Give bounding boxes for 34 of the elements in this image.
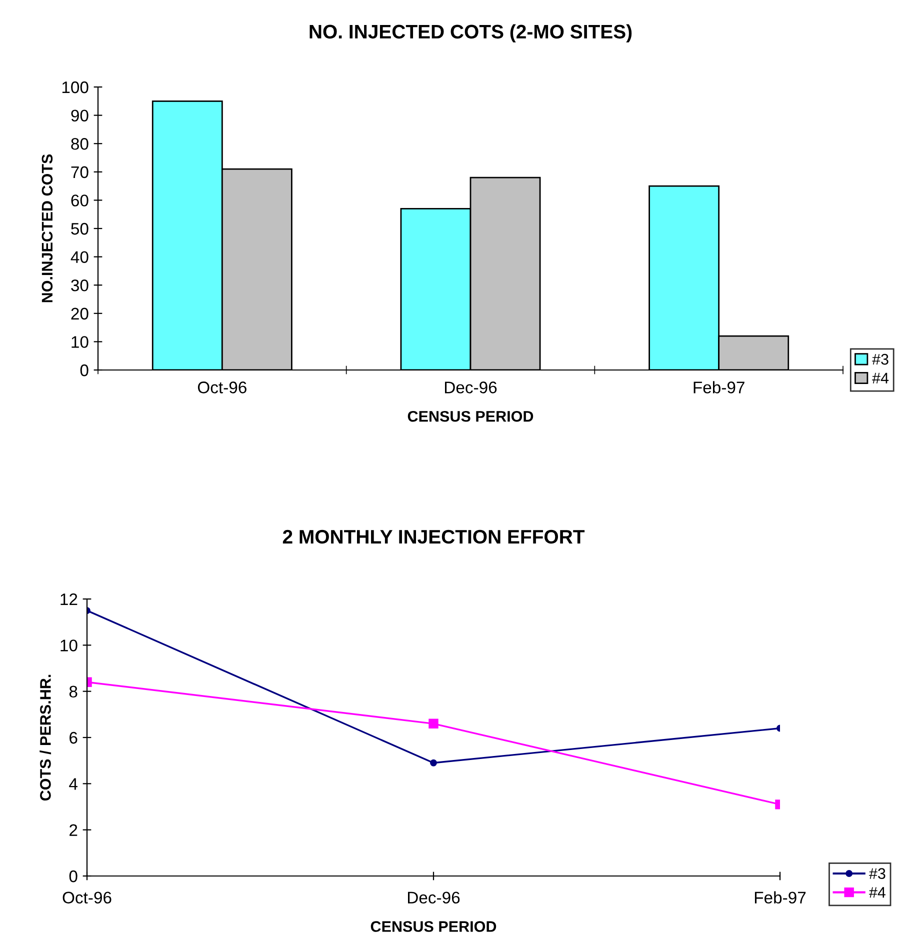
x-tick-label: Oct-96 [62, 892, 112, 904]
legend-label: #3 [869, 868, 886, 879]
y-tick-label: 90 [71, 110, 88, 122]
chart-title: 2 MONTHLY INJECTION EFFORT [282, 530, 585, 544]
y-tick-label: 80 [71, 138, 88, 150]
y-axis-title: COTS / PERS.HR. [40, 674, 52, 801]
y-tick-label: 100 [62, 81, 88, 94]
legend-label: #3 [872, 354, 888, 365]
x-axis-title: CENSUS PERIOD [370, 921, 496, 932]
x-tick-label: Feb-97 [754, 891, 806, 904]
legend-label: #4 [869, 887, 886, 898]
y-tick-label: 0 [80, 364, 88, 376]
y-tick-label: 60 [71, 194, 88, 206]
y-tick-label: 70 [71, 166, 88, 178]
legend-label: #4 [872, 372, 889, 384]
x-tick-label: Dec-96 [445, 382, 497, 394]
y-tick-label: 10 [60, 640, 78, 652]
y-tick-label: 10 [72, 336, 88, 348]
y-tick-label: 20 [71, 308, 88, 320]
y-tick-label: 50 [71, 222, 88, 235]
y-axis-title: NO.INJECTED COTS [42, 154, 53, 302]
y-tick-label: 6 [70, 732, 78, 744]
y-tick-label: 40 [70, 251, 88, 264]
y-tick-label: 0 [69, 870, 78, 882]
chart-title: NO. INJECTED COTS (2-MO SITES) [310, 24, 632, 42]
x-tick-label: Feb-97 [694, 381, 744, 394]
y-tick-label: 4 [69, 778, 78, 790]
y-tick-label: 8 [69, 686, 78, 698]
x-tick-label: Dec-96 [408, 892, 460, 904]
y-tick-label: 2 [70, 824, 78, 836]
y-tick-label: 12 [60, 593, 78, 606]
x-axis-title: CENSUS PERIOD [408, 410, 534, 422]
y-tick-label: 30 [71, 280, 88, 292]
x-tick-label: Oct-96 [198, 382, 246, 394]
